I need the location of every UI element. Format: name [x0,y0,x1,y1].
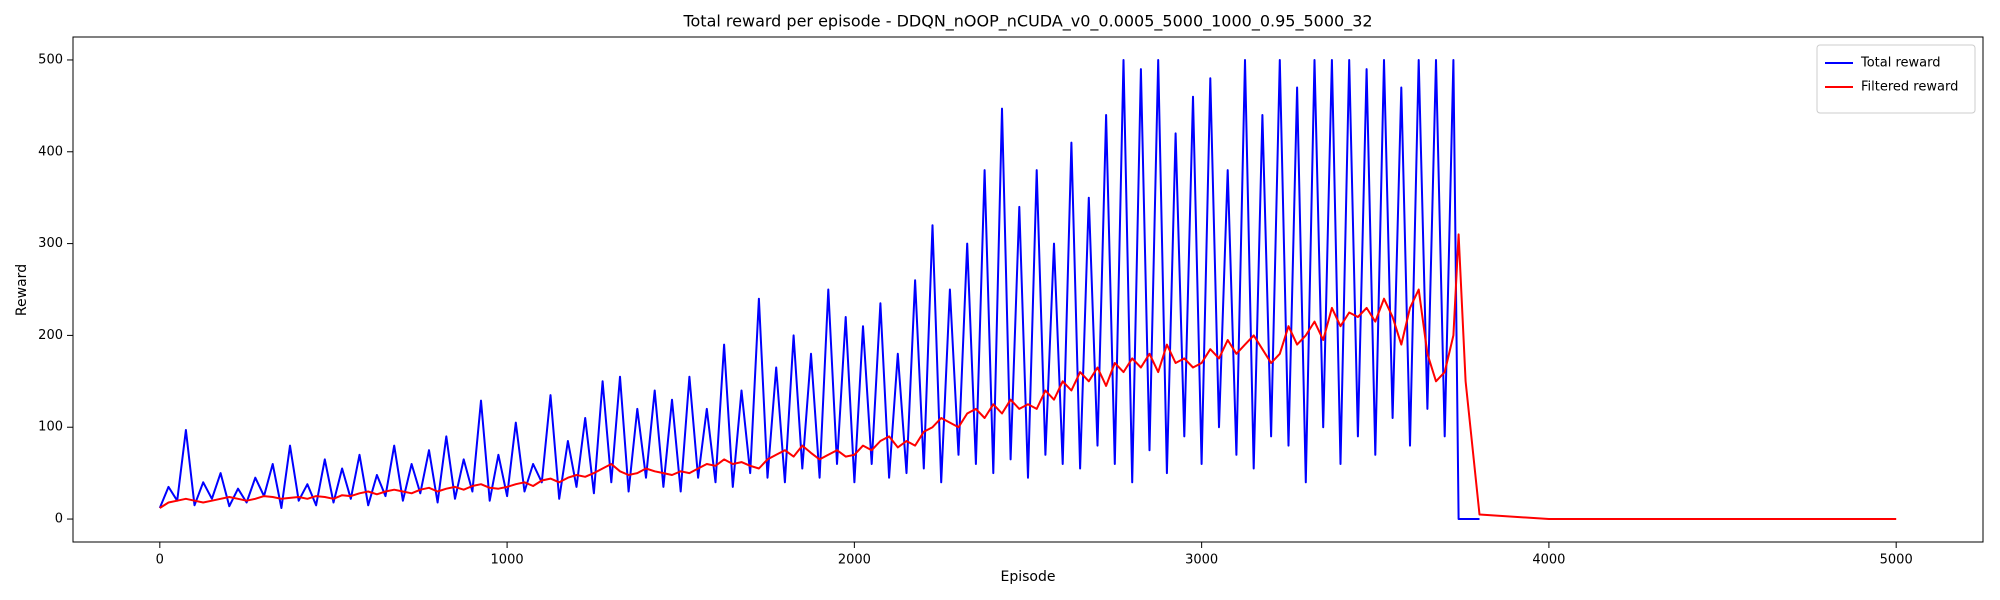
x-tick-label: 4000 [1532,553,1565,568]
y-tick-label: 200 [38,328,63,343]
legend-label: Filtered reward [1861,80,1958,95]
x-tick-label: 0 [156,553,164,568]
x-tick-label: 1000 [491,553,524,568]
x-tick-label: 3000 [1185,553,1218,568]
y-axis-label: Reward [14,264,30,316]
y-tick-label: 100 [38,420,63,435]
y-tick-label: 500 [38,52,63,67]
x-tick-label: 2000 [838,553,871,568]
plot-frame [72,36,1984,543]
chart-title: Total reward per episode - DDQN_nOOP_nCU… [682,12,1372,32]
x-axis-label: Episode [1001,569,1056,585]
y-tick-label: 400 [38,144,63,159]
y-tick-label: 300 [38,236,63,251]
y-tick-label: 0 [55,512,63,527]
line-series [158,59,1480,520]
line-series [159,233,1897,520]
x-tick-label: 5000 [1880,553,1913,568]
legend-box [1816,44,1976,114]
legend-label: Total reward [1860,56,1941,71]
